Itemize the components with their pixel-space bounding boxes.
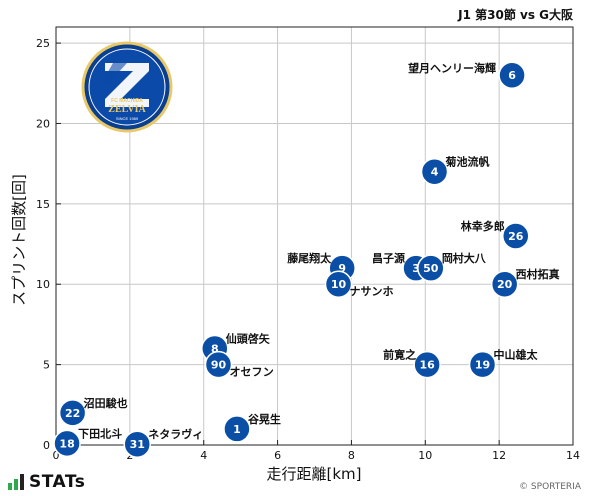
player-name: ナサンホ [350, 285, 394, 298]
player-number: 19 [475, 359, 490, 372]
credit-text: © SPORTERIA [519, 482, 581, 492]
match-title: J1 第30節 vs G大阪 [458, 8, 573, 22]
player-number: 10 [331, 278, 347, 291]
x-tick-label: 14 [566, 449, 580, 462]
player-point: 9 藤尾翔太 [287, 251, 356, 282]
stats-logo: STATs [8, 472, 86, 492]
player-number: 26 [508, 230, 524, 243]
y-tick-label: 5 [43, 359, 50, 372]
player-number: 1 [233, 423, 241, 436]
player-name: 望月ヘンリー海輝 [408, 61, 496, 75]
player-name: 下田北斗 [78, 426, 122, 440]
player-name: 中山雄太 [494, 348, 539, 362]
x-tick-label: 0 [53, 449, 60, 462]
y-tick-label: 15 [36, 198, 50, 211]
player-marker [420, 157, 449, 186]
plot-frame [55, 26, 574, 446]
player-name: 沼田駿也 [84, 396, 128, 410]
x-tick-label: 8 [348, 449, 355, 462]
logo-name: ZELVIA [108, 104, 146, 115]
player-number: 16 [419, 359, 435, 372]
y-tick-label: 20 [36, 117, 50, 130]
player-name: 谷晃生 [248, 412, 281, 426]
stats-bars-icon [8, 474, 24, 490]
y-tick-label: 10 [36, 278, 50, 291]
player-number: 3 [412, 262, 420, 275]
player-name: 林幸多郎 [461, 219, 505, 233]
player-number: 22 [65, 407, 80, 420]
player-name: ネタラヴィ [148, 427, 203, 441]
player-marker [502, 222, 530, 250]
player-number: 9 [338, 262, 346, 275]
y-axis-label: スプリント回数[回] [10, 174, 28, 306]
logo-top-text: FC MACHIDA [111, 98, 143, 104]
player-name: 菊池流帆 [446, 155, 490, 169]
player-number: 8 [211, 343, 219, 356]
player-marker [53, 429, 81, 458]
player-marker [324, 270, 353, 298]
logo-since: SINCE 1989 [116, 116, 139, 121]
player-name: 西村拓真 [516, 267, 560, 281]
x-axis-label: 走行距離[km] [266, 465, 361, 483]
y-tick-label: 25 [36, 37, 50, 50]
player-point: 22 沼田駿也 [58, 396, 128, 427]
player-number: 50 [423, 262, 439, 275]
player-name: 藤尾翔太 [287, 251, 332, 265]
player-number: 4 [431, 166, 439, 179]
player-marker [58, 399, 87, 427]
player-number: 20 [497, 278, 513, 291]
player-marker [223, 415, 251, 443]
player-name: 前寛之 [383, 348, 416, 362]
player-name: オセフン [229, 366, 273, 379]
player-number: 31 [130, 438, 145, 451]
grid [55, 27, 574, 446]
player-point: 4 菊池流帆 [420, 155, 490, 186]
x-tick-label: 4 [200, 449, 207, 462]
player-marker [468, 350, 497, 379]
player-point: 19 中山雄太 [468, 348, 539, 379]
player-marker [417, 254, 445, 282]
player-point: 6 望月ヘンリー海輝 [408, 61, 526, 89]
player-name: 仙頭啓矢 [226, 332, 271, 346]
player-point: 1 谷晃生 [223, 412, 281, 443]
player-marker [413, 350, 441, 379]
player-marker [498, 61, 526, 89]
player-name: 昌子源 [372, 251, 405, 265]
player-marker [123, 430, 151, 458]
player-number: 90 [211, 359, 227, 372]
player-marker [490, 270, 519, 298]
player-point: 18 下田北斗 [53, 426, 122, 458]
player-number: 6 [508, 69, 516, 82]
player-number: 18 [59, 437, 74, 450]
stats-brand: STATs [29, 472, 86, 492]
player-marker [204, 350, 233, 379]
x-tick-label: 10 [418, 449, 432, 462]
x-tick-label: 6 [274, 449, 281, 462]
x-tick-label: 12 [492, 449, 506, 462]
y-tick-label: 0 [43, 439, 50, 452]
player-name: 岡村大八 [442, 251, 487, 265]
club-logo: FC MACHIDA ZELVIA SINCE 1989 [81, 41, 173, 133]
